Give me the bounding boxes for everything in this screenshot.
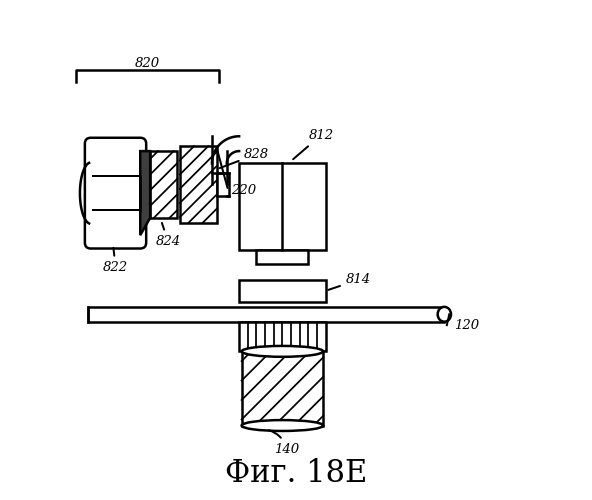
- Bar: [256, 250, 308, 264]
- Text: 220: 220: [231, 184, 256, 197]
- Bar: [217, 173, 229, 196]
- Text: 140: 140: [269, 430, 300, 456]
- Text: 824: 824: [156, 223, 181, 248]
- Bar: [239, 322, 326, 352]
- Text: 820: 820: [135, 56, 160, 70]
- Text: 120: 120: [454, 318, 480, 332]
- Polygon shape: [140, 151, 150, 235]
- Text: 812: 812: [293, 128, 333, 159]
- FancyBboxPatch shape: [85, 138, 146, 248]
- Bar: [180, 146, 217, 223]
- Text: 828: 828: [220, 148, 269, 168]
- Bar: [239, 164, 326, 250]
- Ellipse shape: [242, 346, 323, 357]
- Text: 822: 822: [103, 248, 128, 274]
- Bar: [242, 352, 323, 426]
- Bar: [88, 307, 445, 322]
- Ellipse shape: [437, 307, 451, 322]
- Bar: [239, 280, 326, 302]
- Ellipse shape: [242, 420, 323, 431]
- Text: Фиг. 18E: Фиг. 18E: [225, 458, 367, 489]
- Text: 814: 814: [329, 274, 371, 290]
- Bar: [150, 151, 178, 218]
